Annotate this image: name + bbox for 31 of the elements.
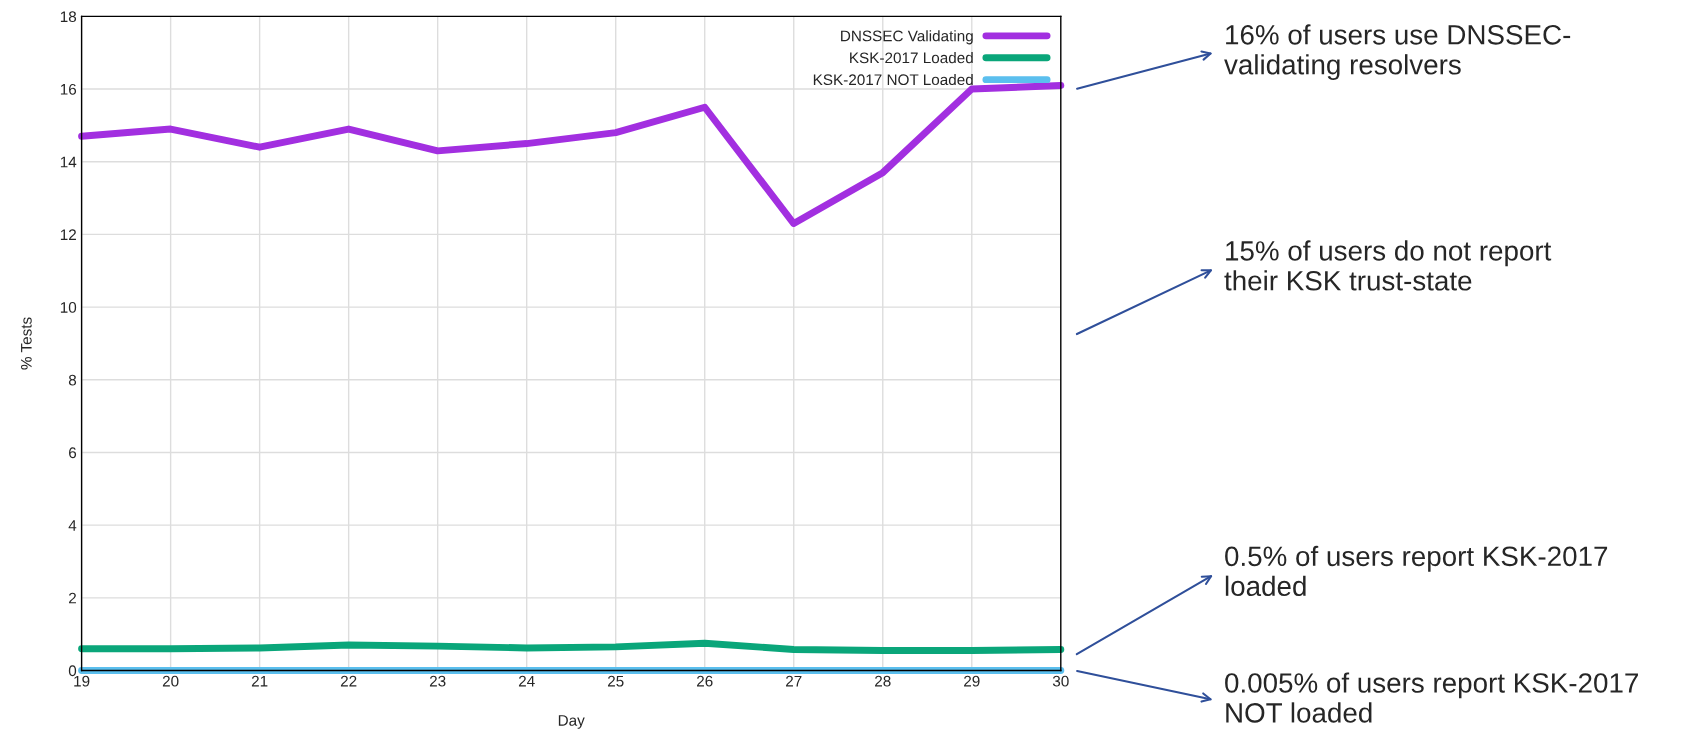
x-axis-title: Day	[558, 715, 585, 729]
x-tick-label: 24	[518, 675, 535, 687]
text: 16% of users use DNSSEC- validating resolvers	[1224, 24, 1571, 81]
x-tick-label: 29	[964, 675, 980, 687]
x-tick-label: 25	[607, 675, 624, 687]
x-tick-label: 23	[429, 675, 446, 687]
text: 0.5% of users report KSK-2017 loaded	[1225, 545, 1608, 597]
y-tick-label: 0	[68, 665, 77, 677]
x-tick-label: 22	[340, 675, 357, 687]
y-tick-label: 8	[68, 374, 77, 386]
x-tick-label: 26	[697, 675, 713, 687]
y-tick-label: 6	[69, 447, 77, 459]
text: 0.005% of users report KSK-2017 NOT loaded	[1225, 672, 1638, 723]
y-tick-label: 4	[68, 520, 77, 531]
x-tick-label: 28	[875, 675, 891, 687]
text: 15% of users do not report their KSK trust-state	[1224, 240, 1552, 291]
y-tick-label: 14	[60, 156, 77, 168]
x-tick-label: 20	[162, 675, 179, 687]
y-tick-label: 10	[60, 301, 77, 313]
legend-label: DNSSEC Validating	[841, 30, 973, 45]
x-tick-label: 27	[786, 675, 802, 687]
legend-label: KSK-2017 Loaded	[850, 52, 973, 64]
y-tick-label: 12	[60, 229, 76, 240]
legend-label: KSK-2017 NOT Loaded	[813, 73, 973, 86]
x-tick-label: 19	[74, 675, 90, 687]
y-tick-label: 16	[60, 83, 77, 95]
y-axis-title: % Tests	[20, 317, 32, 370]
x-tick-label: 30	[1052, 675, 1069, 687]
y-tick-label: 2	[69, 592, 76, 604]
y-tick-label: 18	[60, 11, 77, 23]
x-tick-label: 21	[251, 675, 268, 687]
